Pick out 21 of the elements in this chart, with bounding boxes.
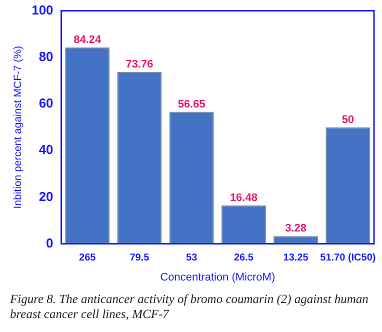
y-tick-label: 100 <box>32 2 54 18</box>
y-tick-label: 60 <box>38 96 54 111</box>
y-tick-label: 40 <box>38 142 54 158</box>
caption: Figure 8. The anticancer activity of bromo coumarin (2) against human breast cancer cell lines, MCF-7 <box>9 291 370 322</box>
data-label: 84.24 <box>74 34 102 46</box>
x-tick-label: 26.5 <box>234 252 254 264</box>
x-tick-label: 79.5 <box>130 252 150 264</box>
y-tick-label: 0 <box>46 235 54 250</box>
data-label: 73.76 <box>126 58 154 70</box>
x-tick-label: 51.70 (IC50) <box>320 252 376 264</box>
x-axis-title: Concentration (MicroM) <box>160 271 276 284</box>
y-tick-label: 80 <box>38 48 54 64</box>
x-tick-label: 265 <box>79 252 96 264</box>
x-tick-label: 13.25 <box>283 252 309 264</box>
x-tick-label: 53 <box>186 252 198 264</box>
data-label: 16.48 <box>230 192 258 204</box>
y-tick-label: 20 <box>38 188 54 204</box>
data-label: 3.28 <box>285 222 307 235</box>
data-label: 50 <box>342 114 354 126</box>
data-label: 56.65 <box>178 98 206 110</box>
y-axis-title: Inbition percent against MCF-7 (%) <box>12 46 24 209</box>
